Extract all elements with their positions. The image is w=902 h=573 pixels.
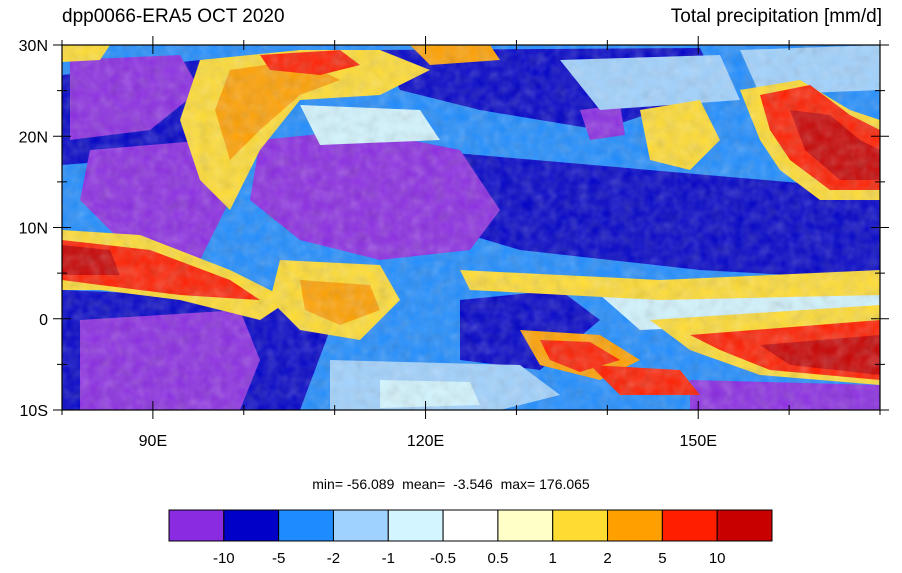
latitude-label: 30N <box>19 38 48 55</box>
colorbar-label: 5 <box>658 550 666 567</box>
colorbar-box <box>332 509 389 542</box>
colorbar-box <box>716 509 773 542</box>
colorbar-box <box>168 509 225 542</box>
colorbar-label: 10 <box>709 550 726 567</box>
colorbar-box <box>278 509 334 542</box>
longitude-label: 120E <box>407 433 444 450</box>
latitude-label: 10S <box>20 403 48 420</box>
latitude-label: 0 <box>39 312 48 329</box>
axis-ticks <box>53 36 889 419</box>
colorbar-box <box>661 509 718 542</box>
longitude-label: 90E <box>139 433 167 450</box>
colorbar-box <box>442 509 499 542</box>
latitude-labels: 30N 20N 10N 0 10S <box>19 38 48 420</box>
precipitation-map: 30N 20N 10N 0 10S 90E 120E 150E <box>19 36 889 450</box>
statistics-summary: min= -56.089 mean= -3.546 max= 176.065 <box>312 476 590 492</box>
longitude-label: 150E <box>680 433 717 450</box>
colorbar-label: 0.5 <box>487 550 508 567</box>
colorbar-label: 2 <box>603 550 611 567</box>
colorbar-label: -10 <box>213 550 235 567</box>
precip-field <box>62 45 880 410</box>
latitude-label: 20N <box>19 129 48 146</box>
colorbar-label: -5 <box>272 550 285 567</box>
colorbar-box <box>223 509 280 542</box>
colorbar-box <box>387 509 444 542</box>
plot-title-right: Total precipitation [mm/d] <box>670 6 882 27</box>
colorbar-box <box>552 509 609 542</box>
colorbar-label: -0.5 <box>430 550 456 567</box>
colorbar-label: -1 <box>382 550 395 567</box>
colorbar-labels: -10 -5 -2 -1 -0.5 0.5 1 2 5 10 <box>213 550 726 567</box>
colorbar-box <box>497 509 554 542</box>
latitude-label: 10N <box>19 221 48 238</box>
colorbar-box <box>607 509 663 542</box>
longitude-labels: 90E 120E 150E <box>139 433 717 450</box>
colorbar-label: -2 <box>327 550 340 567</box>
colorbar-boxes <box>168 509 773 542</box>
plot-title-left: dpp0066-ERA5 OCT 2020 <box>62 6 285 27</box>
colorbar-label: 1 <box>549 550 557 567</box>
